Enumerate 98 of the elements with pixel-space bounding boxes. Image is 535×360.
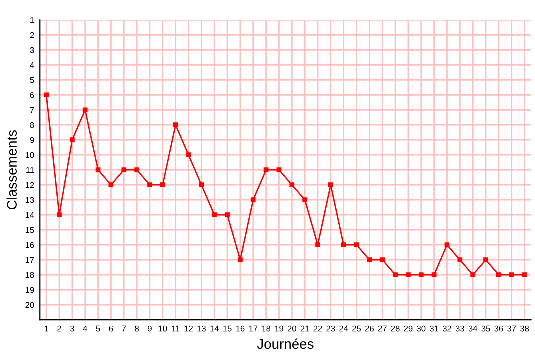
point [160,182,166,188]
point [44,92,50,98]
x-tick-label: 21 [300,326,310,332]
y-tick-label: 19 [26,287,34,294]
x-tick-label: 25 [352,326,362,332]
point [522,272,528,278]
y-tick-label: 15 [26,227,34,234]
x-axis-title: Journées [257,338,314,350]
point [276,168,282,173]
x-tick-label: 33 [456,326,464,332]
point [57,212,62,218]
point [148,182,152,188]
point [212,212,218,218]
y-tick-label: 6 [30,92,34,98]
point [122,168,127,173]
x-tick-label: 27 [378,326,387,332]
point [199,182,204,188]
x-tick-label: 37 [508,326,516,332]
x-tick-label: 34 [468,326,478,332]
y-tick-label: 12 [26,182,34,188]
x-tick-label: 13 [198,326,206,332]
y-tick-label: 11 [26,167,34,174]
y-tick-label: 14 [26,212,34,218]
y-tick-label: 20 [26,302,34,308]
x-tick-label: 6 [109,326,114,332]
y-tick-label: 18 [26,272,34,278]
point [354,242,360,248]
x-tick-label: 26 [365,326,374,332]
x-tick-label: 17 [249,326,258,332]
y-axis-title: Classements [6,130,17,210]
point [328,182,334,188]
x-tick-label: 3 [70,326,74,332]
x-tick-label: 36 [494,326,504,332]
point [134,168,140,173]
y-tick-label: 8 [30,122,34,128]
y-tick-label: 2 [30,32,34,38]
x-tick-label: 28 [391,326,400,332]
point [496,272,502,278]
point [393,272,398,278]
x-tick-label: 38 [520,326,530,332]
x-tick-label: 12 [184,326,193,332]
y-tick-label: 17 [26,257,34,264]
x-tick-label: 18 [262,326,271,332]
x-tick-label: 24 [340,326,348,332]
x-tick-label: 2 [58,326,62,332]
x-tick-label: 30 [417,326,426,332]
point [509,272,514,278]
x-tick-label: 35 [482,326,490,332]
y-tick-label: 3 [30,47,34,54]
y-tick-label: 16 [26,242,34,248]
y-tick-label: 9 [30,137,34,144]
x-tick-label: 29 [404,326,413,332]
x-tick-label: 31 [430,326,439,332]
point [341,242,346,248]
point [82,108,88,113]
x-tick-label: 5 [96,326,100,332]
point [290,182,295,188]
point [70,138,75,143]
point [96,168,101,173]
point [302,198,308,203]
y-tick-label: 4 [30,62,34,68]
x-tick-label: 20 [288,326,296,332]
x-tick-label: 16 [236,326,245,332]
point [316,242,320,248]
point [444,242,450,248]
x-tick-label: 11 [172,326,180,332]
x-tick-label: 19 [275,326,284,332]
point [367,258,372,262]
point [406,272,411,278]
x-tick-label: 15 [224,326,232,332]
point [470,272,476,278]
point [418,272,424,278]
point [173,122,178,128]
x-tick-label: 10 [158,326,168,332]
x-tick-label: 22 [314,326,322,332]
y-tick-label: 10 [26,152,34,158]
point [458,258,463,262]
point [264,168,269,173]
x-tick-label: 4 [83,326,88,332]
x-tick-label: 32 [442,326,452,332]
point [225,212,230,218]
point [186,152,192,158]
y-tick-label: 5 [30,77,34,84]
x-tick-label: 23 [326,326,336,332]
point [380,258,386,262]
y-tick-label: 1 [30,17,34,24]
x-tick-label: 1 [44,326,48,332]
y-tick-label: 7 [30,107,34,114]
x-tick-label: 8 [135,326,140,332]
point [432,272,437,278]
x-tick-label: 14 [210,326,219,332]
y-tick-label: 13 [26,197,34,204]
point [238,258,243,262]
point [484,258,488,262]
x-tick-label: 9 [148,326,152,332]
x-tick-label: 7 [122,326,126,332]
point [250,198,256,203]
point [108,182,114,188]
